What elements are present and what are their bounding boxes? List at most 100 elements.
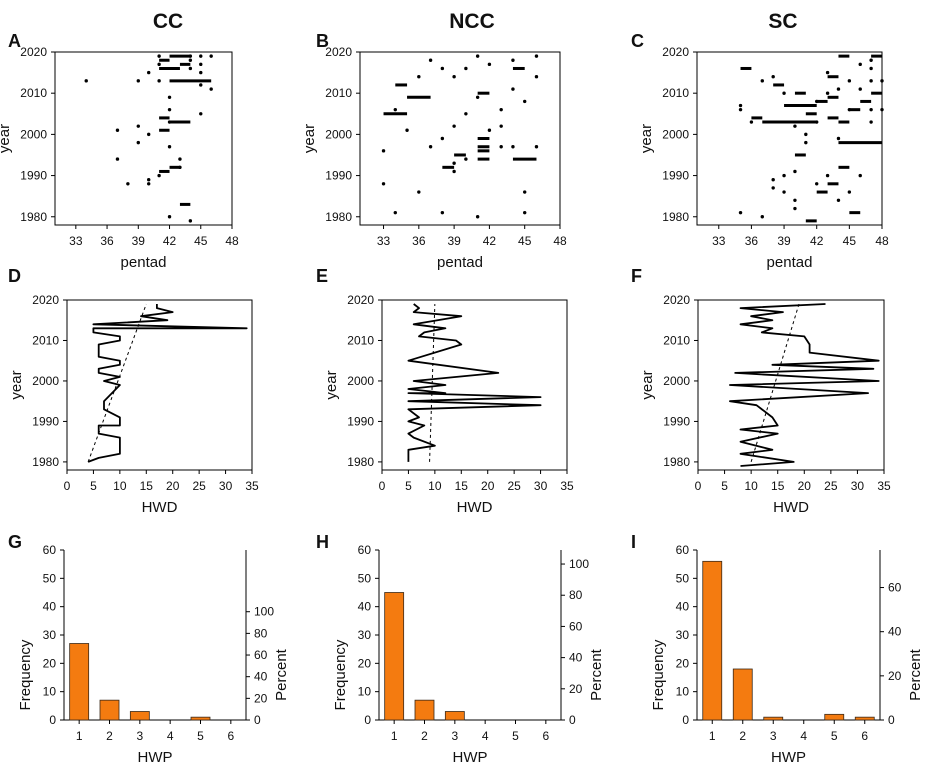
panel-g-xtick-6: 6 [227, 729, 234, 743]
panel-c-point-9 [782, 91, 786, 95]
panel-b-ytick-2: 2000 [325, 127, 352, 141]
panel-i-ytick-6: 60 [676, 543, 690, 557]
panel-b-point-29 [511, 145, 515, 149]
panel-e-frame [381, 299, 568, 471]
panel-h-xtick-6: 6 [542, 729, 549, 743]
panel-g-ytick-3: 30 [43, 628, 57, 642]
panel-i-xtick-3: 3 [770, 729, 777, 743]
panel-b-xtick-3: 42 [483, 234, 497, 248]
panel-h-y2tick-4: 80 [569, 588, 583, 602]
panel-g-xtick-4: 4 [167, 729, 174, 743]
panel-a-xtick-3: 42 [163, 234, 177, 248]
panel-h-ytick-4: 40 [358, 600, 372, 614]
panel-a-point-3 [126, 182, 130, 186]
panel-c-point-29 [847, 190, 852, 194]
panel-c-ytick-1: 1990 [662, 169, 689, 183]
panel-d-xtick-4: 20 [166, 479, 180, 493]
panel-a-point-18 [167, 95, 172, 100]
panel-b-point-22 [487, 62, 492, 67]
panel-a-point-11 [157, 54, 161, 58]
panel-b-point-18 [464, 157, 468, 161]
panel-b-point-17 [464, 112, 468, 116]
panel-f-xtick-7: 35 [877, 479, 891, 493]
panel-c-point-15 [793, 206, 797, 211]
panel-e-ytick-1: 1990 [347, 414, 374, 428]
panel-i-xtick-4: 4 [800, 729, 807, 743]
panel-b-point-3 [393, 107, 397, 112]
panel-b-point-35 [534, 75, 539, 79]
panel-d-trend-line [87, 303, 147, 463]
panel-f-ytick-2: 2000 [663, 374, 690, 388]
panel-g-label: G [8, 532, 22, 552]
panel-a-point-30 [199, 54, 203, 58]
panel-c-frame [696, 51, 883, 226]
panel-i-y2tick-1: 20 [888, 669, 902, 683]
panel-g-ytick-0: 0 [49, 713, 56, 727]
panel-h-y2tick-1: 20 [569, 682, 583, 696]
panel-a-point-25 [188, 58, 193, 62]
panel-e-label: E [316, 266, 328, 286]
panel-a-point-31 [199, 62, 203, 67]
panel-h-xtick-1: 1 [391, 729, 398, 743]
panel-i-xtick-2: 2 [739, 729, 746, 743]
panel-c-point-33 [869, 79, 873, 83]
column-title-cc: CC [153, 10, 183, 33]
panel-b-point-23 [487, 128, 492, 132]
panel-c-point-5 [760, 79, 764, 83]
panel-b-point-13 [452, 161, 456, 165]
panel-d-xlabel: HWD [142, 499, 178, 516]
panel-c-point-34 [869, 107, 873, 112]
panel-b-point-27 [511, 58, 515, 62]
panel-b-point-10 [440, 136, 445, 141]
panel-c-point-32 [858, 173, 862, 178]
panel-c-point-7 [771, 177, 775, 182]
panel-a-point-1 [115, 128, 120, 132]
panel-i-y2label: Percent [907, 648, 924, 701]
panel-b-point-16 [464, 66, 468, 71]
panel-g-xtick-5: 5 [197, 729, 204, 743]
panel-b-point-33 [534, 54, 539, 58]
panel-a-xtick-0: 33 [69, 234, 83, 248]
panel-f-xtick-1: 5 [721, 479, 728, 493]
panel-c-ytick-3: 2010 [662, 86, 689, 100]
panel-a-point-13 [157, 173, 161, 178]
panel-e-xlabel: HWD [457, 499, 493, 516]
panel-g-ylabel: Frequency [17, 639, 34, 710]
panel-c-point-37 [869, 66, 873, 71]
panel-b-point-5 [417, 190, 421, 194]
panel-f-xtick-5: 25 [824, 479, 838, 493]
panel-a-point-9 [147, 182, 151, 186]
panel-b-point-9 [440, 66, 445, 71]
panel-b-ytick-4: 2020 [325, 45, 352, 59]
panel-e-xtick-5: 25 [507, 479, 521, 493]
panel-e-xtick-2: 10 [428, 479, 442, 493]
panel-g-y2tick-0: 0 [254, 713, 261, 727]
panel-c-xtick-3: 42 [810, 234, 824, 248]
panel-b-point-26 [499, 145, 503, 149]
panel-g-y2tick-3: 60 [254, 648, 268, 662]
panel-d-frame [66, 299, 253, 471]
panel-e-xtick-3: 15 [455, 479, 469, 493]
panel-a-point-21 [178, 157, 182, 161]
panel-h-xtick-4: 4 [482, 729, 489, 743]
panel-c-point-4 [760, 215, 764, 219]
panel-i-ylabel: Frequency [650, 639, 667, 710]
panel-e-xtick-1: 5 [405, 479, 412, 493]
panel-h-ytick-2: 20 [358, 656, 372, 670]
panel-h-xtick-3: 3 [451, 729, 458, 743]
panel-c-point-22 [825, 173, 830, 178]
panel-b-point-8 [428, 145, 433, 149]
panel-b-frame [359, 51, 561, 226]
panel-b-point-24 [499, 124, 503, 128]
panel-b-point-28 [511, 87, 515, 91]
panel-i-y2tick-2: 40 [888, 625, 902, 639]
panel-d-xtick-2: 10 [113, 479, 127, 493]
panel-e-xtick-6: 30 [534, 479, 548, 493]
panel-b-point-30 [523, 99, 527, 104]
panel-c-xlabel: pentad [767, 254, 813, 271]
panel-c-point-13 [793, 169, 797, 174]
panel-b-point-20 [475, 215, 480, 219]
panel-h-bar-2 [414, 699, 435, 721]
panel-d-xtick-1: 5 [90, 479, 97, 493]
panel-a-xtick-4: 45 [194, 234, 208, 248]
